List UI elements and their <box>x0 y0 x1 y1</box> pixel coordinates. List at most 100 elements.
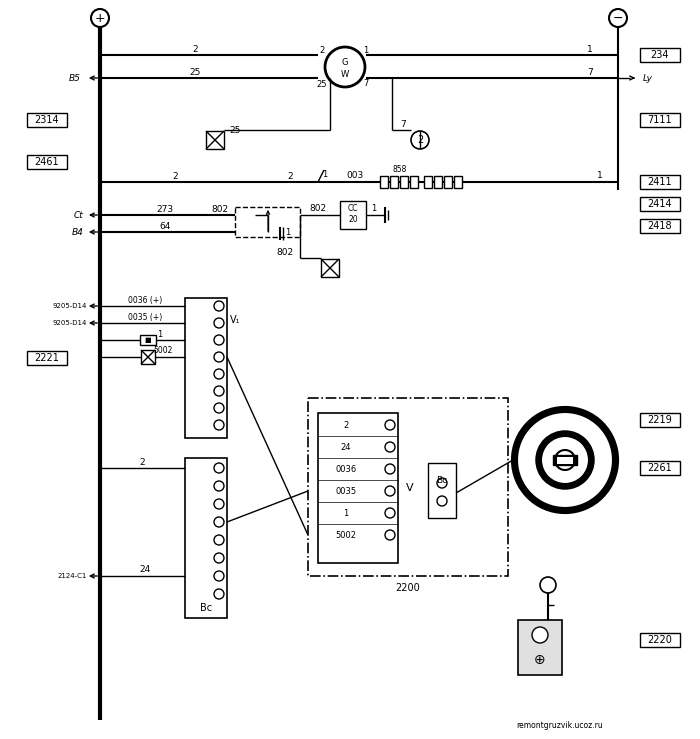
Circle shape <box>214 553 224 563</box>
Text: 5002: 5002 <box>335 531 356 539</box>
Bar <box>206 131 224 149</box>
Text: 2: 2 <box>417 135 423 145</box>
Bar <box>308 398 508 576</box>
Circle shape <box>214 463 224 473</box>
Circle shape <box>214 352 224 362</box>
Text: remontgruzvik.ucoz.ru: remontgruzvik.ucoz.ru <box>517 721 603 730</box>
Text: 9205-D14: 9205-D14 <box>52 320 88 326</box>
Text: 0036: 0036 <box>335 465 356 474</box>
Circle shape <box>325 47 365 87</box>
Bar <box>27 351 67 365</box>
Bar <box>553 455 577 465</box>
Text: 802: 802 <box>211 205 229 214</box>
Circle shape <box>214 301 224 311</box>
Text: 1: 1 <box>158 330 162 338</box>
Text: W: W <box>341 69 349 78</box>
Text: 2220: 2220 <box>648 635 673 645</box>
Text: 1: 1 <box>372 203 377 213</box>
Bar <box>640 175 680 189</box>
Text: 64: 64 <box>160 222 171 231</box>
Circle shape <box>385 442 395 452</box>
Bar <box>640 113 680 127</box>
Circle shape <box>385 530 395 540</box>
Bar <box>444 176 452 188</box>
Text: 7: 7 <box>587 67 593 77</box>
Text: 25: 25 <box>230 126 241 134</box>
Text: 7111: 7111 <box>648 115 672 125</box>
Text: 1: 1 <box>286 228 290 236</box>
Text: 2: 2 <box>139 457 145 466</box>
Text: CC: CC <box>348 203 358 213</box>
Bar <box>640 633 680 647</box>
Text: 2314: 2314 <box>35 115 60 125</box>
Text: 1: 1 <box>363 46 369 55</box>
Text: 2411: 2411 <box>648 177 672 187</box>
Bar <box>434 176 442 188</box>
Circle shape <box>540 577 556 593</box>
Circle shape <box>411 131 429 149</box>
Text: 2414: 2414 <box>648 199 672 209</box>
Text: 24: 24 <box>341 443 351 452</box>
Circle shape <box>437 496 447 506</box>
Text: 234: 234 <box>651 50 669 60</box>
Circle shape <box>609 9 627 27</box>
Text: 2124-C1: 2124-C1 <box>57 573 87 579</box>
Bar <box>235 207 300 237</box>
Bar <box>340 201 366 229</box>
Text: 2: 2 <box>287 171 293 180</box>
Circle shape <box>385 486 395 496</box>
Circle shape <box>214 571 224 581</box>
Circle shape <box>214 386 224 396</box>
Text: 1: 1 <box>344 508 349 517</box>
Bar <box>400 176 408 188</box>
Text: 1: 1 <box>323 169 328 179</box>
Bar <box>380 176 388 188</box>
Text: 0035 (+): 0035 (+) <box>128 313 162 321</box>
Text: 2: 2 <box>319 46 325 55</box>
Text: B5: B5 <box>69 73 81 83</box>
Bar <box>185 458 227 618</box>
Circle shape <box>214 517 224 527</box>
Text: 9205-D14: 9205-D14 <box>52 303 88 309</box>
Text: +: + <box>94 12 105 24</box>
Text: 1: 1 <box>587 44 593 53</box>
Text: 2: 2 <box>193 44 198 53</box>
Circle shape <box>385 508 395 518</box>
Bar <box>640 413 680 427</box>
Circle shape <box>214 420 224 430</box>
Text: 003: 003 <box>346 171 363 180</box>
Circle shape <box>537 432 593 488</box>
Circle shape <box>385 464 395 474</box>
Text: 858: 858 <box>393 165 407 174</box>
Bar <box>428 463 456 518</box>
Bar <box>640 219 680 233</box>
Text: ⊕: ⊕ <box>534 653 546 667</box>
Text: 5002: 5002 <box>153 346 173 355</box>
Text: 0035: 0035 <box>335 486 356 496</box>
Bar <box>318 413 398 563</box>
Text: ■: ■ <box>145 337 151 343</box>
Text: 25: 25 <box>189 67 201 77</box>
Bar <box>454 176 462 188</box>
Text: B4: B4 <box>72 228 84 236</box>
Circle shape <box>91 9 109 27</box>
Bar <box>640 197 680 211</box>
Text: 2261: 2261 <box>648 463 673 473</box>
Bar <box>390 176 398 188</box>
Text: Ct: Ct <box>73 211 83 219</box>
Text: 2418: 2418 <box>648 221 672 231</box>
Bar <box>518 620 562 675</box>
Text: 2200: 2200 <box>395 583 421 593</box>
Text: V₁: V₁ <box>230 315 240 325</box>
Circle shape <box>214 318 224 328</box>
Circle shape <box>541 436 589 484</box>
Bar <box>141 350 155 364</box>
Circle shape <box>214 499 224 509</box>
Circle shape <box>385 420 395 430</box>
Text: Ly: Ly <box>643 73 653 83</box>
Text: 2221: 2221 <box>34 353 60 363</box>
Bar <box>424 176 432 188</box>
Text: Bc: Bc <box>200 603 212 613</box>
Circle shape <box>214 589 224 599</box>
Text: 20: 20 <box>348 214 358 223</box>
